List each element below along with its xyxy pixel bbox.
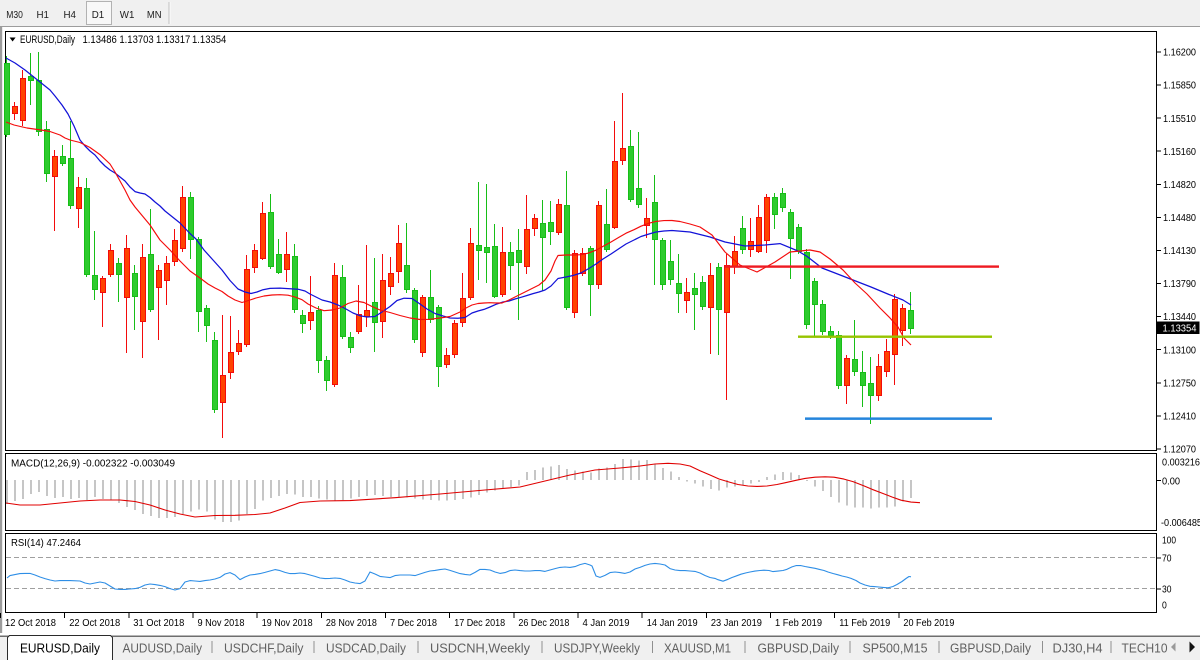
svg-text:W1: W1: [120, 9, 135, 21]
svg-text:11 Feb 2019: 11 Feb 2019: [839, 618, 890, 629]
svg-text:1.13703: 1.13703: [119, 34, 153, 46]
svg-text:TECH10: TECH10: [1122, 642, 1168, 656]
svg-text:GBPUSD,Daily: GBPUSD,Daily: [950, 642, 1032, 656]
svg-text:19 Nov 2018: 19 Nov 2018: [262, 618, 313, 629]
svg-text:USDCHF,Daily: USDCHF,Daily: [224, 642, 304, 656]
svg-text:22 Oct 2018: 22 Oct 2018: [69, 618, 120, 629]
svg-text:1.13100: 1.13100: [1163, 345, 1196, 356]
svg-text:31 Oct 2018: 31 Oct 2018: [133, 618, 184, 629]
svg-text:1.13440: 1.13440: [1163, 312, 1196, 323]
svg-text:SP500,M15: SP500,M15: [863, 642, 928, 656]
svg-text:-0.006485: -0.006485: [1161, 518, 1200, 529]
svg-text:1.15160: 1.15160: [1163, 147, 1196, 158]
svg-text:RSI(14) 47.2464: RSI(14) 47.2464: [11, 538, 81, 549]
svg-text:H1: H1: [37, 9, 50, 21]
svg-text:23 Jan 2019: 23 Jan 2019: [711, 618, 762, 629]
svg-text:0: 0: [1162, 601, 1167, 612]
svg-text:7 Dec 2018: 7 Dec 2018: [390, 618, 437, 629]
svg-text:GBPUSD,Daily: GBPUSD,Daily: [758, 642, 840, 656]
svg-text:1.14820: 1.14820: [1163, 180, 1196, 191]
svg-text:100: 100: [1162, 536, 1176, 547]
svg-text:EURUSD,Daily: EURUSD,Daily: [20, 642, 101, 656]
svg-text:AUDUSD,Daily: AUDUSD,Daily: [123, 642, 203, 656]
svg-text:DJ30,H4: DJ30,H4: [1053, 642, 1103, 656]
svg-text:4 Jan 2019: 4 Jan 2019: [583, 618, 630, 629]
svg-text:30: 30: [1162, 585, 1172, 596]
svg-text:9 Nov 2018: 9 Nov 2018: [198, 618, 245, 629]
svg-text:1.12070: 1.12070: [1163, 445, 1196, 456]
svg-text:D1: D1: [92, 9, 105, 21]
svg-text:USDJPY,Weekly: USDJPY,Weekly: [554, 642, 641, 656]
svg-text:1.16200: 1.16200: [1163, 48, 1196, 59]
svg-text:0.00: 0.00: [1162, 476, 1180, 487]
svg-text:1.14130: 1.14130: [1163, 246, 1196, 257]
svg-text:70: 70: [1162, 554, 1172, 565]
svg-text:1.15510: 1.15510: [1163, 114, 1196, 125]
svg-text:MN: MN: [147, 9, 162, 21]
svg-text:1.14480: 1.14480: [1163, 213, 1196, 224]
svg-text:0.003216: 0.003216: [1162, 458, 1200, 469]
svg-text:17 Dec 2018: 17 Dec 2018: [454, 618, 505, 629]
svg-text:H4: H4: [64, 9, 77, 21]
svg-text:1 Feb 2019: 1 Feb 2019: [775, 618, 822, 629]
svg-text:28 Nov 2018: 28 Nov 2018: [326, 618, 377, 629]
svg-text:1.13486: 1.13486: [83, 34, 117, 46]
svg-text:1.12410: 1.12410: [1163, 411, 1196, 422]
svg-text:1.13317: 1.13317: [156, 34, 190, 46]
svg-text:EURUSD,Daily: EURUSD,Daily: [20, 34, 75, 46]
svg-text:20 Feb 2019: 20 Feb 2019: [903, 618, 954, 629]
svg-text:M30: M30: [6, 9, 23, 21]
svg-text:1.13354: 1.13354: [1163, 324, 1197, 335]
svg-text:1.13354: 1.13354: [192, 34, 226, 46]
svg-text:USDCNH,Weekly: USDCNH,Weekly: [430, 642, 531, 656]
svg-text:1.12750: 1.12750: [1163, 378, 1196, 389]
svg-text:XAUUSD,M1: XAUUSD,M1: [664, 642, 731, 656]
svg-text:MACD(12,26,9) -0.002322 -0.003: MACD(12,26,9) -0.002322 -0.003049: [11, 459, 175, 470]
svg-text:26 Dec 2018: 26 Dec 2018: [518, 618, 569, 629]
svg-text:12 Oct 2018: 12 Oct 2018: [5, 618, 56, 629]
svg-text:1.13790: 1.13790: [1163, 279, 1196, 290]
svg-text:USDCAD,Daily: USDCAD,Daily: [326, 642, 407, 656]
svg-text:1.15850: 1.15850: [1163, 81, 1196, 92]
svg-text:14 Jan 2019: 14 Jan 2019: [647, 618, 698, 629]
